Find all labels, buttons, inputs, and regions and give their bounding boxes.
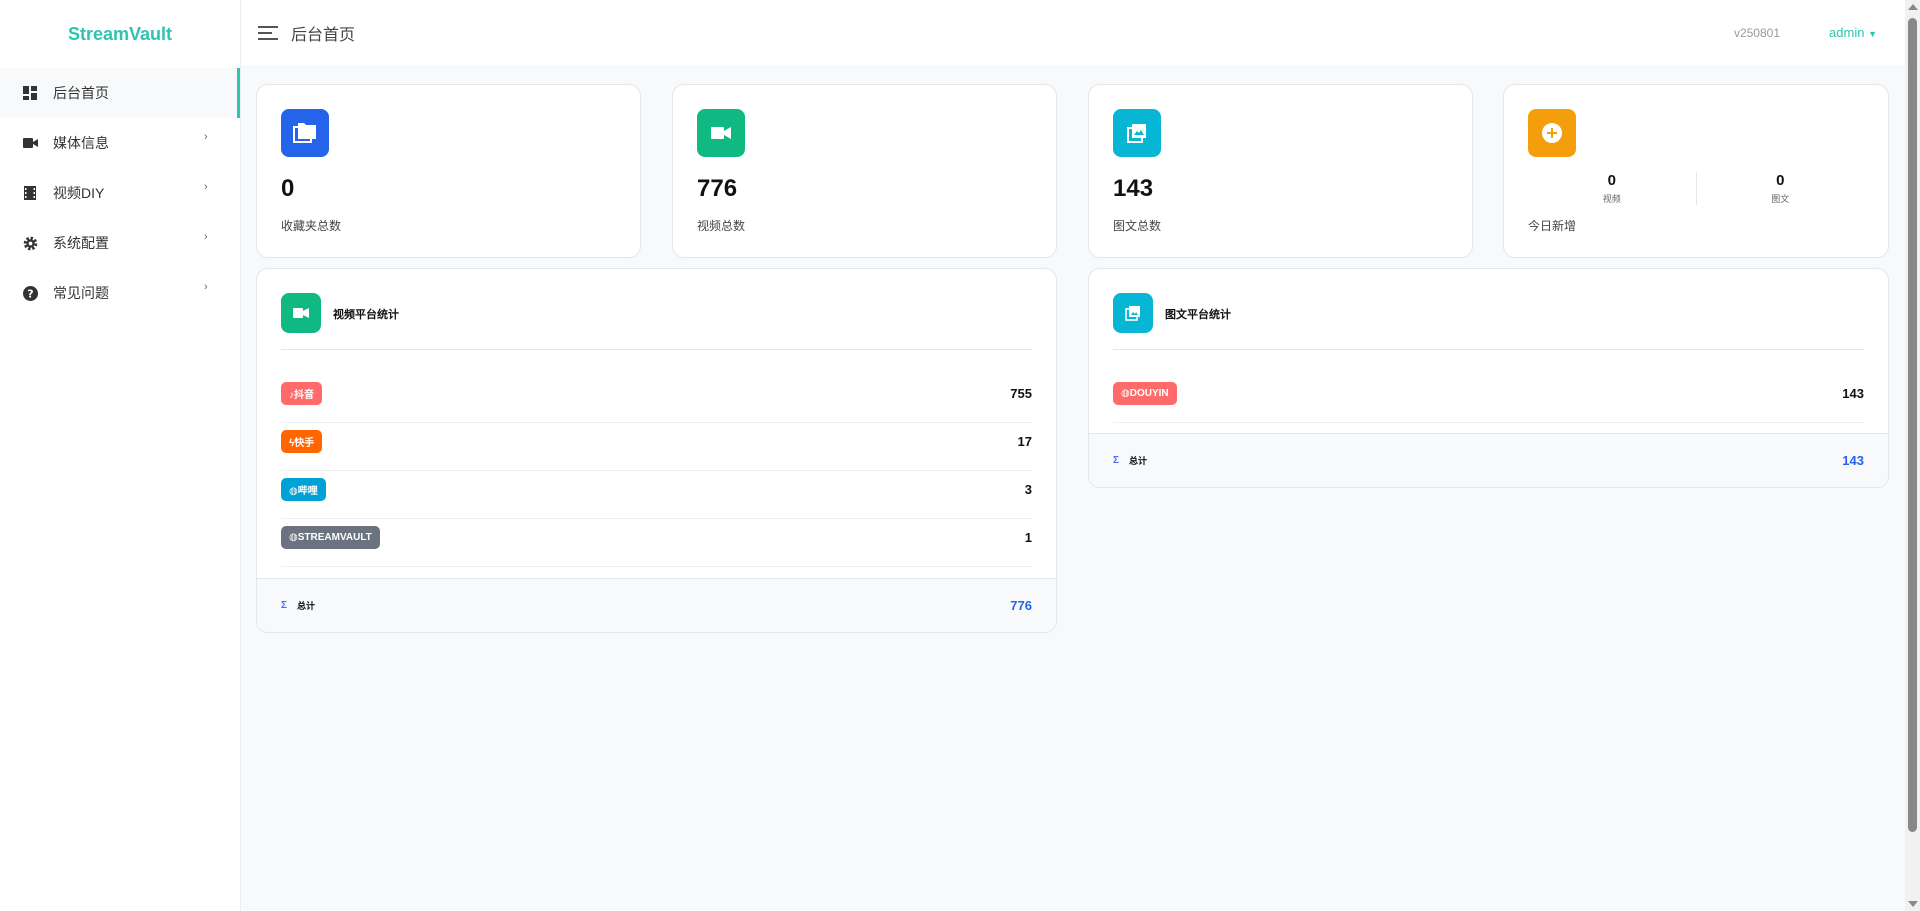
chevron-right-icon: ›: [204, 281, 208, 293]
scroll-up-icon[interactable]: [1908, 4, 1918, 10]
sidebar-item-faq[interactable]: ? 常见问题 ›: [0, 268, 240, 318]
video-camera-icon: [697, 109, 745, 157]
page-title: 后台首页: [291, 26, 356, 44]
total-value: 143: [1842, 453, 1864, 468]
platform-badge: ◍STREAMVAULT: [281, 526, 380, 549]
total-row: Σ 总计 776: [257, 578, 1056, 632]
video-camera-icon: [22, 135, 38, 151]
platform-badge: ◍哔哩: [281, 478, 326, 501]
scrollbar-thumb[interactable]: [1908, 18, 1917, 832]
sidebar-item-dashboard[interactable]: 后台首页: [0, 68, 240, 118]
sidebar-item-label: 常见问题: [53, 285, 109, 301]
username: admin: [1829, 25, 1865, 40]
stat-label: 图文总数: [1113, 219, 1162, 233]
stat-card-today: 0 视频 0 图文 今日新增: [1503, 84, 1889, 258]
plus-circle-icon: [1528, 109, 1576, 157]
stat-value: 0: [281, 175, 295, 202]
sidebar-item-label: 视频DIY: [53, 185, 105, 201]
stat-label: 视频总数: [697, 219, 746, 233]
folder-icon: [281, 109, 329, 157]
platform-count: 755: [1010, 386, 1032, 401]
platform-count: 1: [1024, 530, 1032, 545]
chevron-right-icon: ›: [204, 181, 208, 193]
question-circle-icon: ?: [22, 285, 38, 301]
platform-count: 3: [1024, 482, 1032, 497]
image-platform-card: 图文平台统计 ◍DOUYIN 143 Σ 总计 143: [1088, 268, 1889, 488]
total-row: Σ 总计 143: [1089, 433, 1888, 487]
panel-title: 图文平台统计: [1165, 309, 1231, 321]
stat-card-videos: 776 视频总数: [672, 84, 1057, 258]
stat-value: 776: [697, 175, 738, 202]
sidebar-item-media[interactable]: 媒体信息 ›: [0, 118, 240, 168]
platform-badge: ♪抖音: [281, 382, 322, 405]
video-camera-icon: [281, 293, 321, 333]
today-video-value: 0: [1607, 172, 1616, 189]
today-image-label: 图文: [1771, 194, 1790, 204]
user-menu[interactable]: admin ▼: [1829, 25, 1877, 40]
total-label: 总计: [1129, 456, 1148, 466]
dashboard-icon: [22, 85, 38, 101]
total-label: 总计: [297, 601, 316, 611]
menu-toggle-icon[interactable]: [258, 25, 278, 40]
scroll-down-icon[interactable]: [1908, 901, 1918, 907]
caret-down-icon: ▼: [1868, 29, 1877, 39]
stat-label: 今日新增: [1528, 219, 1577, 233]
stat-value: 143: [1113, 175, 1154, 202]
top-header: 后台首页 v250801 admin ▼: [241, 0, 1905, 65]
scrollbar[interactable]: [1905, 0, 1920, 911]
platform-count: 143: [1842, 386, 1864, 401]
panel-title: 视频平台统计: [333, 309, 399, 321]
film-icon: [22, 185, 38, 201]
sigma-icon: Σ: [281, 600, 288, 611]
platform-badge: ◍DOUYIN: [1113, 382, 1177, 405]
svg-text:?: ?: [27, 287, 33, 300]
platform-row: ϟ快手 17: [281, 423, 1032, 471]
sidebar-item-video-diy[interactable]: 视频DIY ›: [0, 168, 240, 218]
platform-row: ◍DOUYIN 143: [1113, 375, 1864, 423]
gear-icon: [22, 235, 38, 251]
today-image-value: 0: [1776, 172, 1785, 189]
chevron-right-icon: ›: [204, 231, 208, 243]
stat-label: 收藏夹总数: [281, 219, 342, 233]
platform-count: 17: [1017, 434, 1032, 449]
platform-badge: ϟ快手: [281, 430, 323, 453]
image-icon: [1113, 293, 1153, 333]
today-video-label: 视频: [1602, 194, 1621, 204]
chevron-right-icon: ›: [204, 131, 208, 143]
sidebar-item-label: 系统配置: [53, 235, 109, 251]
version-label: v250801: [1733, 25, 1780, 40]
stat-card-images: 143 图文总数: [1088, 84, 1473, 258]
sidebar-item-label: 媒体信息: [53, 135, 109, 151]
stat-card-favorites: 0 收藏夹总数: [256, 84, 641, 258]
sidebar: StreamVault 后台首页 媒体信息 › 视频DIY › 系统配置 › ?…: [0, 0, 241, 911]
total-value: 776: [1010, 598, 1032, 613]
platform-row: ◍哔哩 3: [281, 471, 1032, 519]
image-icon: [1113, 109, 1161, 157]
platform-row: ♪抖音 755: [281, 375, 1032, 423]
sigma-icon: Σ: [1113, 455, 1120, 466]
sidebar-item-settings[interactable]: 系统配置 ›: [0, 218, 240, 268]
sidebar-item-label: 后台首页: [53, 85, 109, 101]
platform-row: ◍STREAMVAULT 1: [281, 519, 1032, 567]
video-platform-card: 视频平台统计 ♪抖音 755 ϟ快手 17 ◍哔哩 3 ◍STREAMVAULT 1 Σ 总计 …: [256, 268, 1057, 633]
app-logo[interactable]: StreamVault: [67, 23, 173, 44]
